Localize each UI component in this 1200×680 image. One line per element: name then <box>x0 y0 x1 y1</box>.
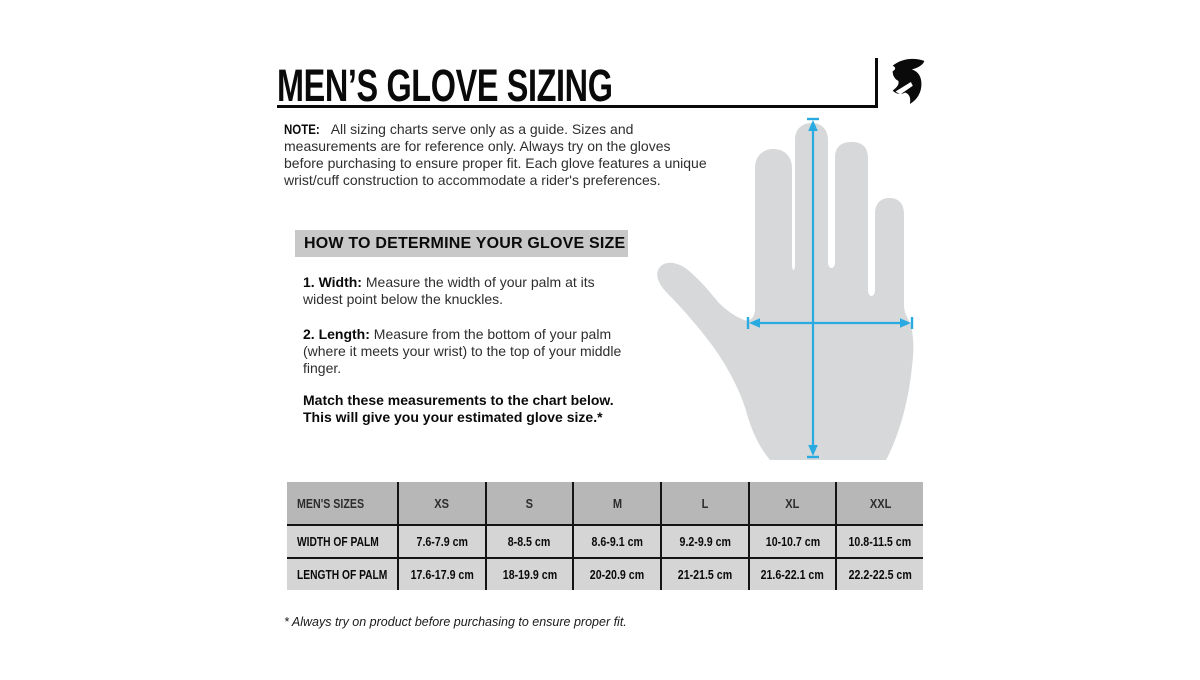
table-cell: 21-21.5 cm <box>659 559 748 590</box>
col-header-m: M <box>612 495 622 511</box>
row-label-cell: LENGTH OF PALM <box>287 559 397 590</box>
table-header-cell: XL <box>747 482 836 524</box>
step-width-label: 1. Width: <box>303 274 362 290</box>
cell-value: 17.6-17.9 cm <box>410 567 474 582</box>
table-header-cell: XS <box>397 482 485 524</box>
row-label: LENGTH OF PALM <box>297 567 388 582</box>
cell-value: 9.2-9.9 cm <box>679 534 731 549</box>
step-length-label: 2. Length: <box>303 326 370 342</box>
cell-value: 8-8.5 cm <box>508 534 551 549</box>
col-header-xs: XS <box>434 495 450 511</box>
table-cell: 9.2-9.9 cm <box>659 526 748 557</box>
note-paragraph: NOTE: All sizing charts serve only as a … <box>284 121 708 189</box>
col-header-l: L <box>701 495 709 511</box>
table-header-row: MEN'S SIZES XS S M L XL XXL <box>287 482 923 524</box>
table-cell: 8-8.5 cm <box>484 526 573 557</box>
page-title: MEN’S GLOVE SIZING <box>277 60 613 111</box>
logo-divider <box>875 58 878 108</box>
cell-value: 8.6-9.1 cm <box>591 534 643 549</box>
table-cell: 18-19.9 cm <box>484 559 573 590</box>
col-header-xl: XL <box>785 495 800 511</box>
cell-value: 18-19.9 cm <box>502 567 557 582</box>
hand-silhouette <box>657 123 914 460</box>
cell-value: 7.6-7.9 cm <box>416 534 468 549</box>
hand-illustration <box>657 117 914 460</box>
vertical-measure-arrow <box>807 117 819 459</box>
match-line-1: Match these measurements to the chart be… <box>303 392 614 408</box>
title-divider <box>277 105 876 108</box>
cell-value: 22.2-22.5 cm <box>848 567 912 582</box>
col-header-label: MEN'S SIZES <box>297 495 365 511</box>
col-header-xxl: XXL <box>869 495 891 511</box>
step-length-text: Measure from the bottom of your palm (wh… <box>303 326 622 376</box>
step-length: 2. Length: Measure from the bottom of yo… <box>303 326 625 377</box>
table-cell: 21.6-22.1 cm <box>747 559 836 590</box>
cell-value: 20-20.9 cm <box>589 567 645 582</box>
table-row-length-of-palm: LENGTH OF PALM 17.6-17.9 cm 18-19.9 cm 2… <box>287 557 923 590</box>
cell-value: 10.8-11.5 cm <box>848 534 912 549</box>
table-cell: 7.6-7.9 cm <box>397 526 485 557</box>
table-cell: 10-10.7 cm <box>747 526 836 557</box>
cell-value: 21.6-22.1 cm <box>760 567 825 582</box>
sizing-table: MEN'S SIZES XS S M L XL XXL WIDTH OF PAL… <box>287 482 923 590</box>
note-label: NOTE: <box>284 121 320 137</box>
match-line-2: This will give you your estimated glove … <box>303 409 603 425</box>
row-label: WIDTH OF PALM <box>297 534 379 549</box>
table-header-cell: MEN'S SIZES <box>287 482 397 524</box>
table-cell: 17.6-17.9 cm <box>397 559 485 590</box>
note-text: All sizing charts serve only as a guide.… <box>284 121 707 188</box>
table-cell: 8.6-9.1 cm <box>572 526 660 557</box>
cell-value: 21-21.5 cm <box>677 567 732 582</box>
cell-value: 10-10.7 cm <box>765 534 820 549</box>
horizontal-measure-arrow <box>746 317 914 329</box>
table-cell: 22.2-22.5 cm <box>835 559 923 590</box>
step-width-text: Measure the width of your palm at its wi… <box>303 274 595 307</box>
col-header-s: S <box>525 495 534 511</box>
howto-heading-bar: HOW TO DETERMINE YOUR GLOVE SIZE <box>295 230 628 257</box>
step-width: 1. Width: Measure the width of your palm… <box>303 274 625 308</box>
table-row-width-of-palm: WIDTH OF PALM 7.6-7.9 cm 8-8.5 cm 8.6-9.… <box>287 524 923 557</box>
row-label-cell: WIDTH OF PALM <box>287 526 397 557</box>
table-header-cell: S <box>484 482 573 524</box>
howto-heading: HOW TO DETERMINE YOUR GLOVE SIZE <box>304 235 626 252</box>
table-cell: 10.8-11.5 cm <box>835 526 923 557</box>
table-header-cell: M <box>572 482 660 524</box>
table-cell: 20-20.9 cm <box>572 559 660 590</box>
table-header-cell: L <box>659 482 748 524</box>
match-instruction: Match these measurements to the chart be… <box>303 392 633 426</box>
thor-hammer-icon <box>892 58 925 105</box>
table-header-cell: XXL <box>835 482 923 524</box>
footnote: * Always try on product before purchasin… <box>284 615 627 629</box>
